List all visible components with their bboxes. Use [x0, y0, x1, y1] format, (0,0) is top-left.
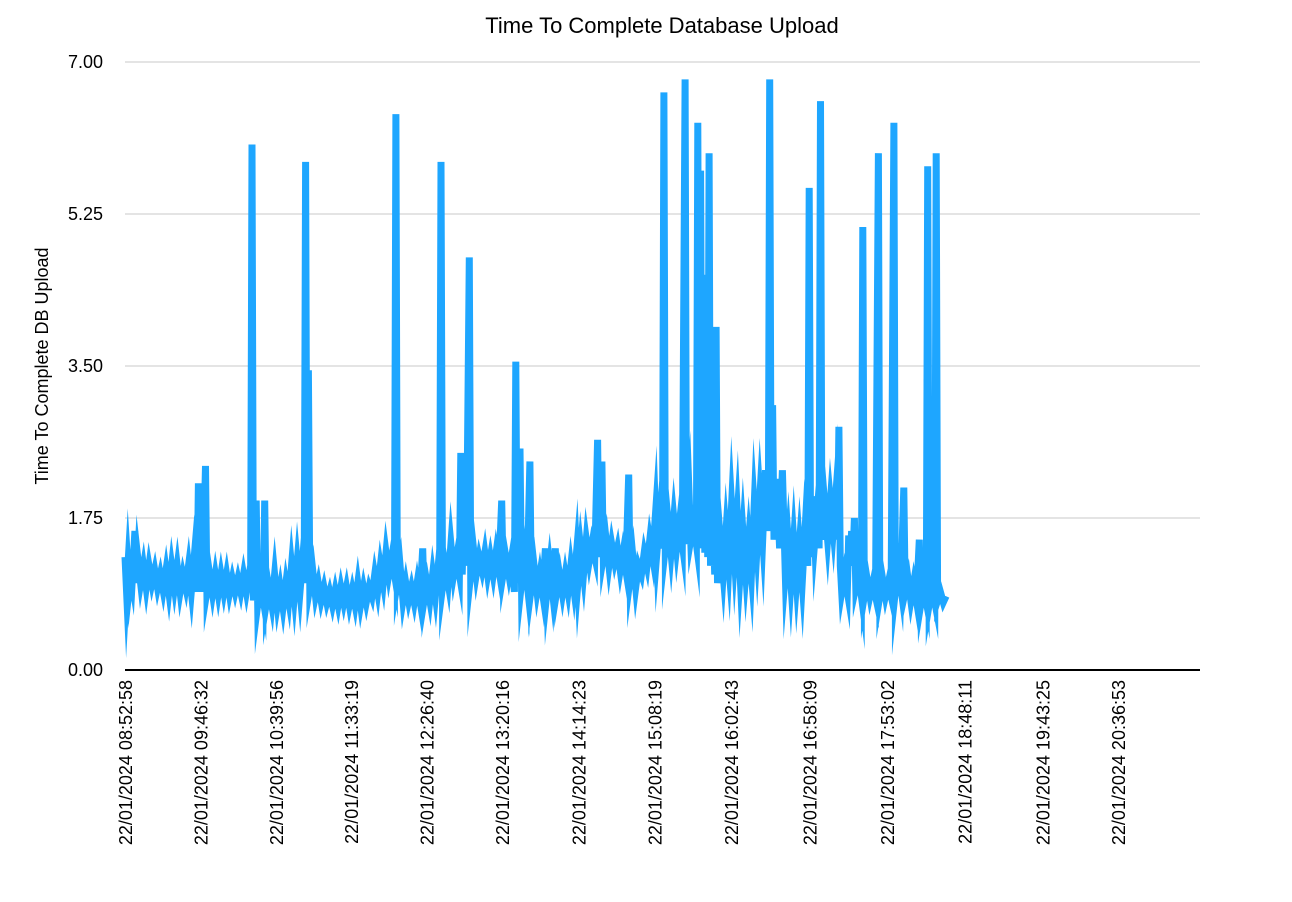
x-tick-label: 22/01/2024 20:36:53 — [1109, 680, 1129, 845]
y-tick-label: 0.00 — [68, 660, 103, 680]
x-tick-label: 22/01/2024 09:46:32 — [192, 680, 212, 845]
y-tick-labels: 0.00 1.75 3.50 5.25 7.00 — [68, 52, 103, 680]
x-tick-label: 22/01/2024 13:20:16 — [493, 680, 513, 845]
x-tick-label: 22/01/2024 11:33:19 — [342, 680, 362, 844]
x-tick-label: 22/01/2024 12:26:40 — [417, 680, 437, 845]
x-tick-label: 22/01/2024 16:58:09 — [800, 680, 820, 845]
x-tick-label: 22/01/2024 17:53:02 — [878, 680, 898, 845]
x-tick-label: 22/01/2024 19:43:25 — [1034, 680, 1054, 845]
y-tick-label: 1.75 — [68, 508, 103, 528]
x-tick-label: 22/01/2024 16:02:43 — [722, 680, 742, 845]
x-tick-label: 22/01/2024 18:48:11 — [956, 680, 976, 844]
y-tick-label: 5.25 — [68, 204, 103, 224]
x-tick-labels: 22/01/2024 08:52:58 22/01/2024 09:46:32 22… — [116, 680, 1129, 845]
x-tick-label: 22/01/2024 15:08:19 — [646, 680, 666, 845]
x-tick-label: 22/01/2024 08:52:58 — [116, 680, 136, 845]
y-tick-label: 3.50 — [68, 356, 103, 376]
x-tick-label: 22/01/2024 10:39:56 — [267, 680, 287, 845]
y-axis-label: Time To Complete DB Upload — [32, 247, 52, 484]
chart-title: Time To Complete Database Upload — [485, 13, 838, 38]
series-line — [121, 79, 950, 659]
y-tick-label: 7.00 — [68, 52, 103, 72]
x-tick-label: 22/01/2024 14:14:23 — [569, 680, 589, 845]
